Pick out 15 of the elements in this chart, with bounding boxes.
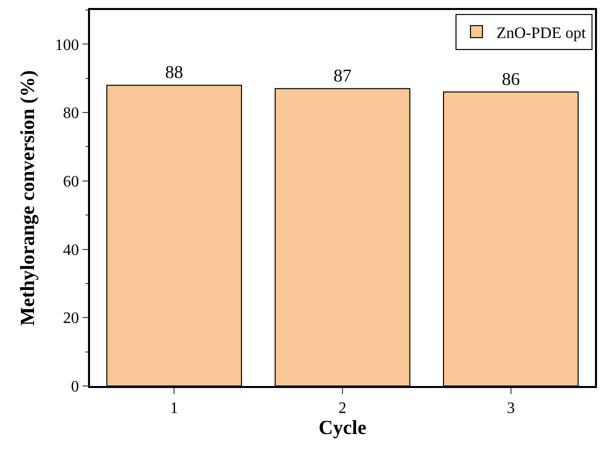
y-tick-label: 100	[55, 36, 80, 54]
y-tick-label: 40	[63, 242, 80, 259]
x-tick-label: 3	[506, 400, 515, 417]
legend-label: ZnO-PDE opt	[496, 24, 586, 42]
x-axis-title: Cycle	[318, 416, 366, 439]
data-label: 86	[502, 69, 520, 90]
y-tick-label: 0	[71, 378, 80, 396]
y-axis-title: Methylorange conversion (%)	[17, 70, 40, 326]
data-label: 87	[334, 66, 352, 86]
x-tick-label: 1	[170, 400, 178, 417]
data-label: 88	[165, 62, 184, 82]
y-tick-label: 20	[63, 310, 80, 328]
y-tick-label: 80	[63, 105, 80, 122]
y-tick-label: 60	[63, 174, 80, 191]
x-tick-label: 2	[338, 400, 346, 417]
